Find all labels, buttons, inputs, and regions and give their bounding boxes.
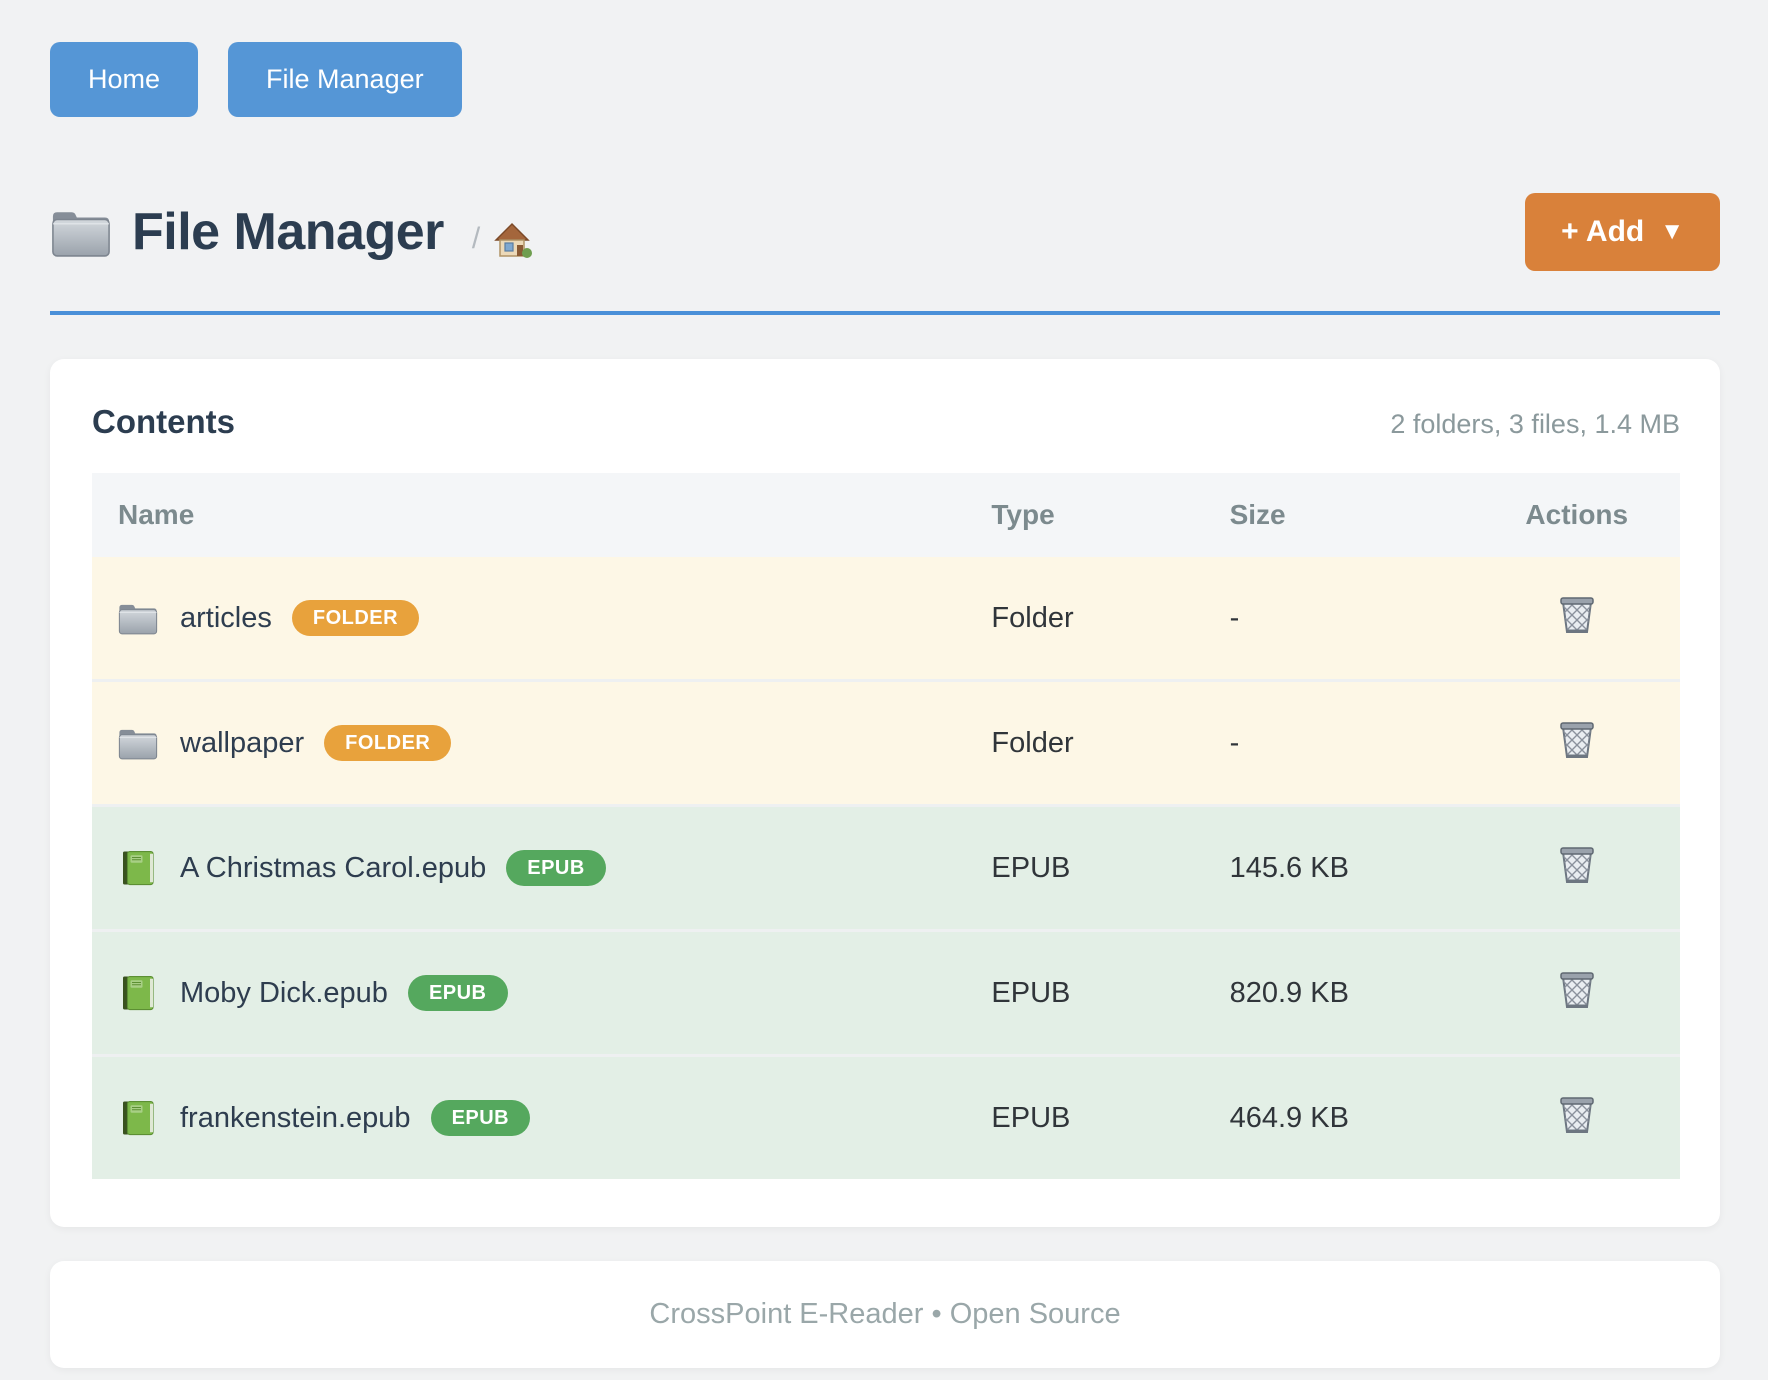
contents-heading: Contents	[92, 403, 235, 440]
green-book-icon	[122, 975, 154, 1011]
trash-icon	[1559, 594, 1595, 634]
trash-icon	[1559, 969, 1595, 1009]
green-book-icon	[122, 1100, 154, 1136]
file-table: Name Type Size Actions articles FOLDER	[92, 473, 1680, 1179]
file-size: 820.9 KB	[1203, 929, 1474, 1056]
file-type: EPUB	[965, 804, 1204, 931]
green-book-icon	[122, 850, 154, 886]
table-row: frankenstein.epub EPUB EPUB 464.9 KB	[92, 1054, 1680, 1179]
contents-summary: 2 folders, 3 files, 1.4 MB	[1390, 409, 1680, 439]
footer-card: CrossPoint E-Reader • Open Source	[50, 1261, 1720, 1368]
file-type: EPUB	[965, 1054, 1204, 1179]
file-manager-button[interactable]: File Manager	[228, 42, 462, 117]
house-icon[interactable]	[492, 220, 533, 258]
file-size: -	[1203, 557, 1474, 681]
breadcrumb-separator: /	[471, 222, 481, 255]
delete-button[interactable]	[1559, 719, 1595, 759]
table-row: wallpaper FOLDER Folder -	[92, 679, 1680, 806]
file-size: -	[1203, 679, 1474, 806]
file-type: Folder	[965, 557, 1204, 681]
trash-icon	[1559, 1094, 1595, 1134]
home-button[interactable]: Home	[50, 42, 199, 117]
file-name-link[interactable]: frankenstein.epub	[180, 1101, 411, 1134]
page-title: File Manager	[132, 203, 444, 261]
file-type: Folder	[965, 679, 1204, 806]
file-name-link[interactable]: Moby Dick.epub	[180, 976, 388, 1009]
table-row: Moby Dick.epub EPUB EPUB 820.9 KB	[92, 929, 1680, 1056]
file-name-link[interactable]: articles	[180, 601, 272, 634]
column-header-actions: Actions	[1473, 473, 1680, 557]
file-size: 464.9 KB	[1203, 1054, 1474, 1179]
file-size: 145.6 KB	[1203, 804, 1474, 931]
contents-card-header: Contents 2 folders, 3 files, 1.4 MB	[92, 403, 1680, 441]
delete-button[interactable]	[1559, 969, 1595, 1009]
file-name-link[interactable]: wallpaper	[180, 726, 305, 759]
delete-button[interactable]	[1559, 1094, 1595, 1134]
footer-text: CrossPoint E-Reader • Open Source	[649, 1298, 1121, 1330]
top-nav: Home File Manager	[50, 42, 1720, 117]
epub-badge: EPUB	[430, 1100, 531, 1136]
folder-badge: FOLDER	[291, 600, 420, 636]
epub-badge: EPUB	[407, 975, 508, 1011]
file-name-link[interactable]: A Christmas Carol.epub	[180, 851, 487, 884]
table-header-row: Name Type Size Actions	[92, 473, 1680, 557]
table-row: A Christmas Carol.epub EPUB EPUB 145.6 K…	[92, 804, 1680, 931]
column-header-name: Name	[92, 473, 966, 557]
column-header-size: Size	[1203, 473, 1474, 557]
file-type: EPUB	[965, 929, 1204, 1056]
add-button[interactable]: + Add ▼	[1525, 193, 1720, 271]
title-divider	[50, 311, 1720, 315]
contents-card: Contents 2 folders, 3 files, 1.4 MB Name…	[50, 359, 1720, 1227]
breadcrumb: /	[471, 220, 533, 258]
title-group: File Manager /	[50, 202, 533, 262]
trash-icon	[1559, 719, 1595, 759]
add-button-label: + Add	[1561, 215, 1645, 248]
page-header: File Manager / + Add ▼	[50, 193, 1720, 271]
delete-button[interactable]	[1559, 594, 1595, 634]
delete-button[interactable]	[1559, 844, 1595, 884]
epub-badge: EPUB	[506, 850, 606, 886]
trash-icon	[1559, 844, 1595, 884]
folder-icon	[118, 604, 158, 635]
folder-icon	[52, 211, 110, 257]
chevron-down-icon: ▼	[1660, 218, 1684, 245]
column-header-type: Type	[965, 473, 1204, 557]
table-row: articles FOLDER Folder -	[92, 557, 1680, 681]
folder-badge: FOLDER	[324, 725, 452, 761]
folder-icon	[118, 729, 158, 760]
